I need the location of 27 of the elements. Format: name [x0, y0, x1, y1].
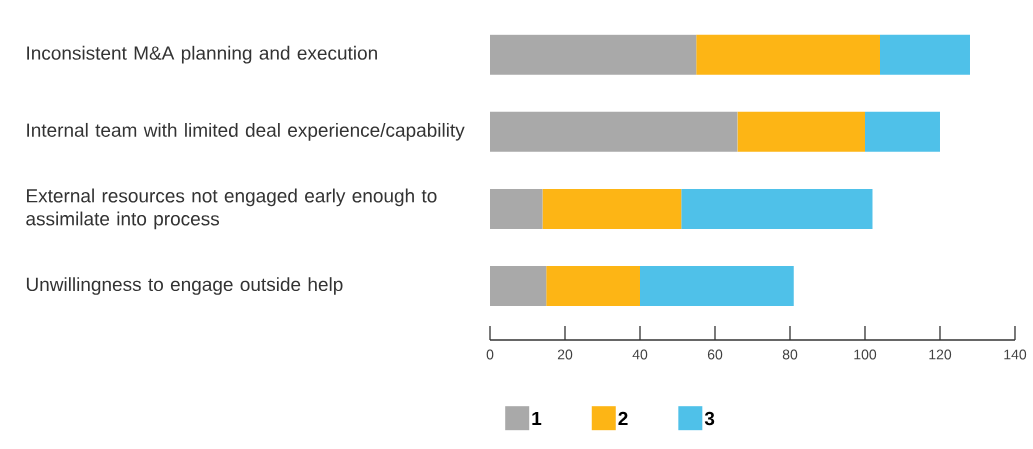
x-tick-label: 0 [486, 349, 494, 360]
bar [542, 188, 682, 229]
x-tick-label: 20 [557, 349, 573, 360]
bar [490, 34, 697, 75]
y-tick-label: External resources not engaged early enough to assimilate into process [26, 188, 437, 230]
bar [640, 266, 794, 307]
bar [737, 111, 865, 152]
x-tick-label: 120 [929, 349, 952, 360]
y-tick-label: Internal team with limited deal experience/capability [27, 122, 465, 141]
y-tick-label: Unwillingness to engage outside help [26, 277, 343, 295]
bar [880, 34, 970, 75]
x-tick-label: 60 [707, 349, 723, 360]
x-tick-label: 80 [782, 349, 798, 360]
x-tick-label: 100 [854, 349, 877, 360]
bar [696, 34, 880, 75]
bar [546, 266, 640, 307]
x-tick-label: 40 [632, 349, 648, 360]
legend-label: 1 [532, 411, 542, 425]
y-tick-label: Inconsistent M&A planning and execution [27, 45, 377, 64]
bar [490, 266, 547, 307]
x-tick-label: 140 [1004, 349, 1027, 360]
bar [490, 111, 738, 152]
legend-label: 3 [704, 411, 715, 426]
bar [490, 188, 543, 229]
legend-label: 2 [618, 411, 628, 426]
bar [681, 188, 873, 229]
bar [865, 111, 940, 152]
